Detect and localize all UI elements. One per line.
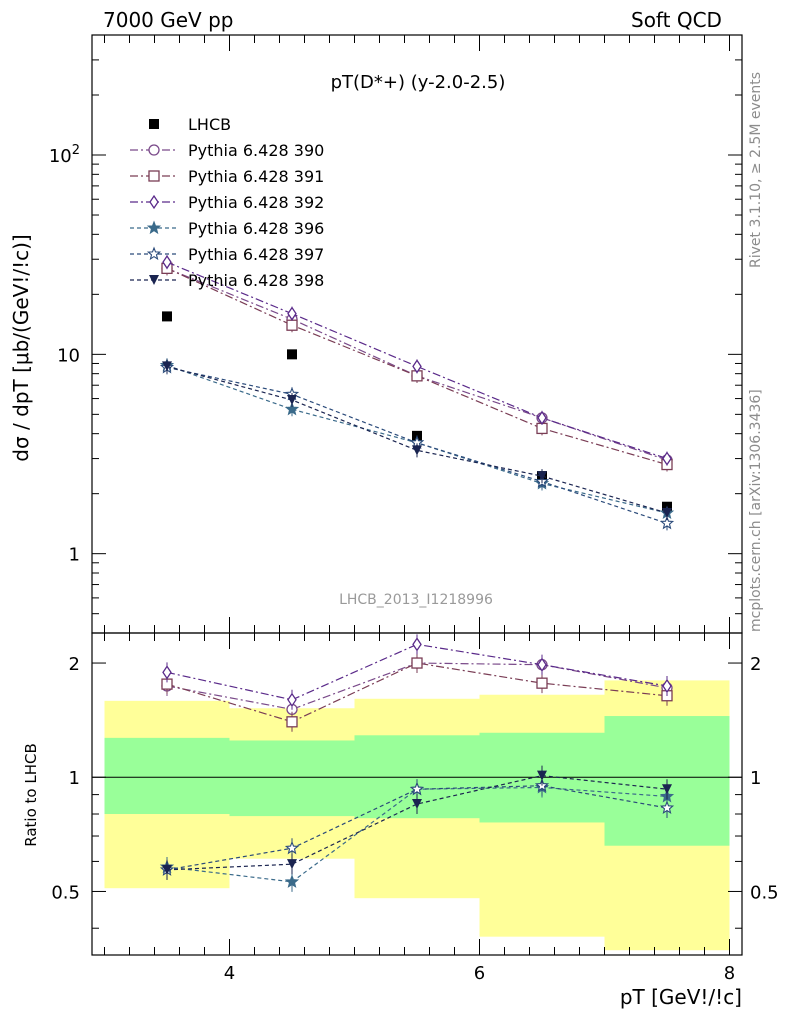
legend-marker [149, 119, 159, 129]
ratio-data-point [284, 874, 300, 888]
data-point [162, 311, 172, 322]
ratio-data-point [537, 770, 547, 781]
legend-marker [148, 170, 160, 182]
legend-marker [149, 194, 159, 210]
y-tick-label: 1 [69, 545, 80, 566]
ratio-series-2 [162, 634, 672, 710]
data-point [284, 401, 300, 416]
data-point [286, 319, 298, 331]
legend-marker [146, 246, 162, 261]
header-right: Soft QCD [631, 8, 722, 32]
data-point [412, 445, 422, 456]
header-left: 7000 GeV pp [103, 8, 234, 32]
data-point [287, 395, 297, 406]
series-line [166, 261, 668, 460]
series-line [166, 365, 668, 514]
ratio-data-point [662, 678, 672, 694]
mcplots-label: mcplots.cern.ch [arXiv:1306.3436] [748, 389, 764, 632]
series-0 [162, 311, 672, 512]
uncertainty-band-inner [104, 737, 230, 815]
data-point [287, 349, 297, 360]
data-point [662, 451, 672, 466]
ratio-frame [91, 632, 743, 956]
x-tick-label: 8 [724, 963, 735, 984]
legend-label: Pythia 6.428 397 [188, 245, 324, 264]
data-point [412, 359, 422, 374]
ratio-data-point [162, 665, 172, 680]
legend-label: Pythia 6.428 391 [188, 167, 324, 186]
uncertainty-band-inner [229, 740, 355, 817]
y-tick-label-exponent: 2 [72, 143, 80, 158]
ratio-y-tick-label-right: 0.5 [750, 882, 779, 903]
watermark: LHCB_2013_I1218996 [339, 592, 493, 608]
ratio-data-point [659, 800, 675, 815]
ratio-data-point [411, 657, 423, 669]
y-axis-label-ratio: Ratio to LHCB [22, 743, 40, 847]
legend-label: LHCB [188, 115, 231, 134]
x-axis-label: pT [GeV!/!c] [620, 985, 742, 1009]
ratio-data-point [409, 781, 425, 796]
series-6 [162, 359, 672, 520]
data-point [287, 306, 297, 321]
data-point [662, 507, 672, 518]
data-point [537, 471, 547, 482]
ratio-data-point [284, 840, 300, 855]
ratio-data-point [537, 657, 547, 672]
ratio-y-tick-label-right: 2 [750, 654, 761, 675]
legend-marker [148, 144, 160, 156]
rivet-label: Rivet 3.1.10, ≥ 2.5M events [748, 71, 764, 268]
ratio-y-tick-label: 2 [69, 654, 80, 675]
legend-label: Pythia 6.428 396 [188, 219, 324, 238]
chart-title: pT(D*+) (y-2.0-2.5) [331, 72, 506, 93]
ratio-data-point [287, 692, 297, 707]
ratio-data-point [412, 799, 422, 810]
data-point [659, 515, 675, 530]
data-point [537, 410, 547, 426]
legend-marker [149, 275, 159, 285]
series-3 [162, 255, 672, 466]
ratio-y-tick-label: 0.5 [51, 882, 80, 903]
ratio-series-line [166, 785, 668, 871]
legend: LHCB Pythia 6.428 390 Pythia 6.428 391 Pyth… [130, 115, 324, 290]
x-tick-label: 4 [224, 963, 235, 984]
ratio-data-point [287, 859, 297, 870]
ratio-y-tick-label-right: 1 [750, 768, 761, 789]
data-point [162, 255, 172, 270]
ratio-data-point [536, 677, 548, 689]
legend-marker [146, 220, 162, 235]
ratio-series-line [166, 643, 668, 701]
ratio-y-tick-label: 1 [69, 768, 80, 789]
ratio-data-point [162, 864, 172, 875]
legend-label: Pythia 6.428 392 [188, 193, 324, 212]
ratio-data-point [286, 716, 298, 728]
ratio-data-point [662, 784, 672, 795]
ratio-series-5 [162, 765, 672, 880]
data-point [162, 361, 172, 372]
legend-label: Pythia 6.428 390 [188, 141, 324, 160]
y-tick-label: 10 [57, 345, 80, 366]
x-tick-label: 6 [474, 963, 485, 984]
ratio-data-point [412, 637, 422, 652]
y-tick-label: 102 [49, 143, 80, 167]
legend-label: Pythia 6.428 398 [188, 271, 324, 290]
y-axis-label-main: dσ / dpT [μb/(GeV!/!c)] [9, 234, 33, 461]
